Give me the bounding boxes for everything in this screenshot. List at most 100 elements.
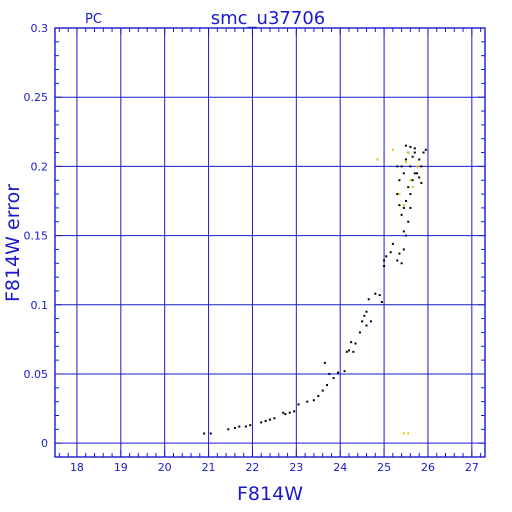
data-point [269,418,271,421]
y-tick-label: 0.3 [31,22,49,35]
data-point [227,428,230,431]
data-point [374,292,377,295]
x-tick-label: 25 [377,461,391,474]
data-point [407,151,410,154]
y-tick-label: 0.1 [31,299,49,312]
data-point [293,410,296,413]
data-point [402,230,405,233]
data-point [418,176,421,179]
data-point [420,181,423,184]
data-point [385,255,388,258]
data-point [409,165,412,168]
y-tick-label: 0.05 [24,368,49,381]
y-axis-label: F814W error [2,184,24,302]
data-point [361,320,364,323]
data-point [420,165,423,168]
data-point [405,161,408,164]
data-point [328,372,331,375]
data-point [400,262,403,265]
data-point [321,389,324,392]
data-point [396,193,399,196]
data-point [411,186,414,189]
x-tick-labels: 18 19 20 21 22 23 24 25 26 27 [70,461,479,474]
y-tick-label: 0.2 [31,160,49,173]
data-point [343,370,346,373]
data-point [402,206,405,209]
data-point [402,204,405,207]
data-point [396,259,399,262]
data-point [413,172,416,175]
data-point [332,377,335,380]
data-point [415,172,418,175]
data-point [407,220,410,223]
data-point [411,179,414,182]
data-point [409,206,412,209]
data-point [402,248,405,251]
x-tick-label: 22 [245,461,259,474]
data-point [405,144,408,147]
data-point [326,384,329,387]
data-point [352,350,355,353]
data-point [422,151,425,154]
data-point [369,320,372,323]
x-axis-label: F814W [237,483,303,505]
y-tick-labels: 0 0.05 0.1 0.15 0.2 0.25 0.3 [24,22,49,450]
data-point [405,199,408,202]
data-point [400,213,403,216]
data-point [398,193,401,196]
data-point [365,324,368,327]
data-point [350,341,353,344]
data-point [409,193,412,196]
x-tick-label: 24 [333,461,347,474]
data-point [407,186,410,189]
data-point [405,158,408,161]
data-point [424,148,427,151]
data-point [383,259,386,262]
data-point [391,148,394,151]
data-point [398,204,401,207]
x-tick-label: 20 [158,461,172,474]
data-point [402,432,405,435]
data-point [383,265,386,268]
data-point [413,151,416,154]
data-point [260,421,263,424]
data-point [354,342,357,345]
data-point [264,420,267,423]
data-point [365,310,368,313]
data-point [297,403,300,406]
data-point [317,395,320,398]
data-point [391,242,394,245]
data-point [288,411,291,414]
x-tick-label: 27 [465,461,479,474]
data-point [363,314,366,317]
subtitle-label: PC [85,12,102,27]
data-point [238,425,241,428]
grid-lines [55,27,485,457]
data-point [380,301,383,304]
data-point [244,425,247,428]
data-point [312,399,315,402]
data-point [398,179,401,182]
y-tick-label: 0.15 [24,230,49,243]
data-point [409,179,412,182]
data-point [273,417,276,420]
data-point [415,165,418,168]
data-point [345,350,348,353]
data-point [306,400,309,403]
y-tick-label: 0.25 [24,91,49,104]
data-point [367,298,370,301]
data-point [347,349,350,352]
data-point [400,165,403,168]
data-point [323,361,326,364]
y-tick-label: 0 [41,437,48,450]
data-point [284,413,287,416]
data-point [396,165,399,168]
plot-frame [54,27,486,458]
data-point [376,158,379,161]
x-tick-label: 23 [289,461,303,474]
data-point [402,172,405,175]
data-point [407,432,410,435]
data-point [418,158,421,161]
x-tick-label: 26 [421,461,435,474]
